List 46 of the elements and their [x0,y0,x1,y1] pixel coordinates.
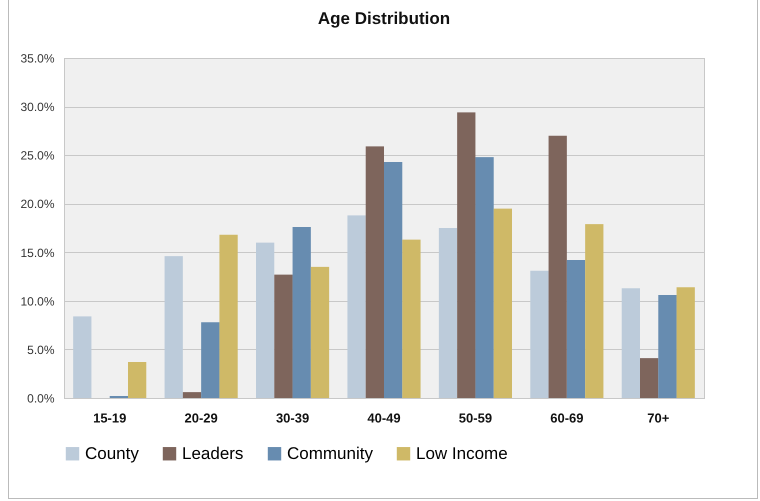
x-tick-label: 60-69 [550,410,584,426]
y-tick-label: 15.0% [20,246,55,260]
bar [658,295,677,398]
x-tick-label: 15-19 [93,410,126,426]
bar [494,208,512,398]
y-tick-label: 10.0% [20,294,55,308]
y-tick-label: 30.0% [20,100,55,114]
legend-label: Community [287,444,374,463]
y-tick-label: 20.0% [20,197,55,212]
bar [548,136,567,398]
x-tick-label: 50-59 [458,410,492,426]
legend-label: Low Income [416,444,508,463]
bar [73,316,92,398]
y-tick-label: 5.0% [27,342,55,357]
x-tick-label: 30-39 [276,410,310,426]
x-tick-label: 70+ [647,410,670,426]
x-tick-label: 20-29 [184,410,218,426]
bar [256,242,274,398]
bar [347,215,366,398]
bar [622,288,640,398]
bar [182,392,202,398]
y-tick-label: 0.0% [27,392,55,406]
bar [384,162,402,398]
legend-label: Leaders [182,444,244,463]
x-tick-label: 40-49 [367,410,401,426]
bar [274,274,293,398]
y-tick-label: 35.0% [20,52,55,66]
bar [676,287,695,398]
bar [530,270,549,398]
bar [457,112,476,398]
bar [585,224,604,398]
y-tick-label: 25.0% [20,148,55,163]
bar [219,234,238,398]
chart-title: Age Distribution [318,9,450,28]
bar [292,227,311,398]
bar [128,362,146,398]
bar [366,146,384,398]
bar [402,240,421,398]
bar [566,260,586,398]
bar [201,322,220,398]
bar [310,266,330,398]
bar [475,157,494,398]
bar [640,358,658,398]
legend-label: County [85,444,140,463]
bar [164,256,183,398]
bar [438,228,458,398]
